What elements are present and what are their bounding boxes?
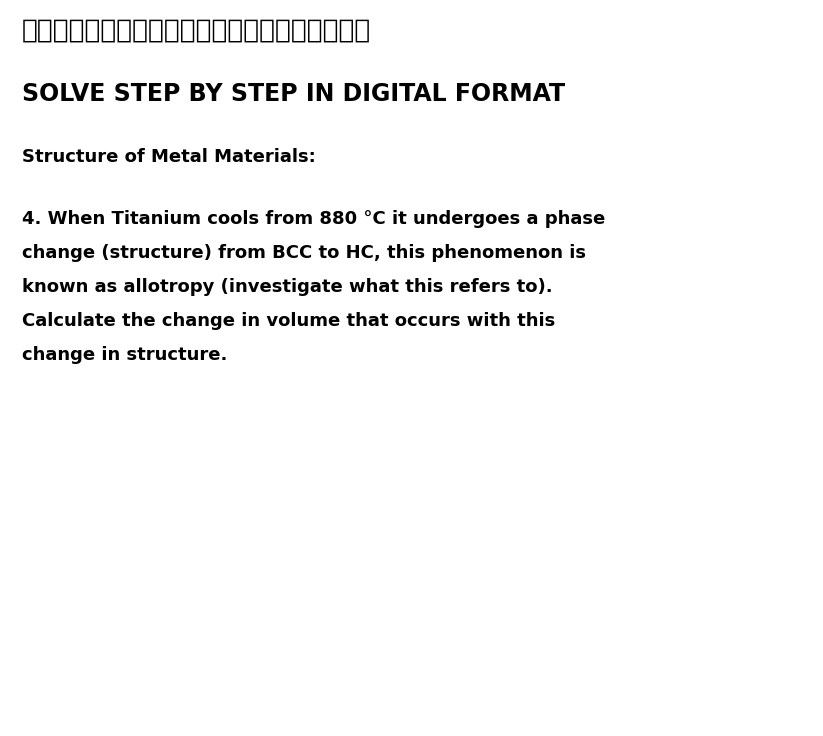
Text: change (structure) from BCC to HC, this phenomenon is: change (structure) from BCC to HC, this … [22, 244, 586, 262]
Text: SOLVE STEP BY STEP IN DIGITAL FORMAT: SOLVE STEP BY STEP IN DIGITAL FORMAT [22, 82, 565, 106]
Text: 4. When Titanium cools from 880 °C it undergoes a phase: 4. When Titanium cools from 880 °C it un… [22, 210, 605, 228]
Text: Calculate the change in volume that occurs with this: Calculate the change in volume that occu… [22, 312, 556, 330]
Text: デジタル形式で段階的に解決　　ありがとう！！: デジタル形式で段階的に解決 ありがとう！！ [22, 18, 371, 44]
Text: change in structure.: change in structure. [22, 346, 227, 364]
Text: known as allotropy (investigate what this refers to).: known as allotropy (investigate what thi… [22, 278, 552, 296]
Text: Structure of Metal Materials:: Structure of Metal Materials: [22, 148, 316, 166]
